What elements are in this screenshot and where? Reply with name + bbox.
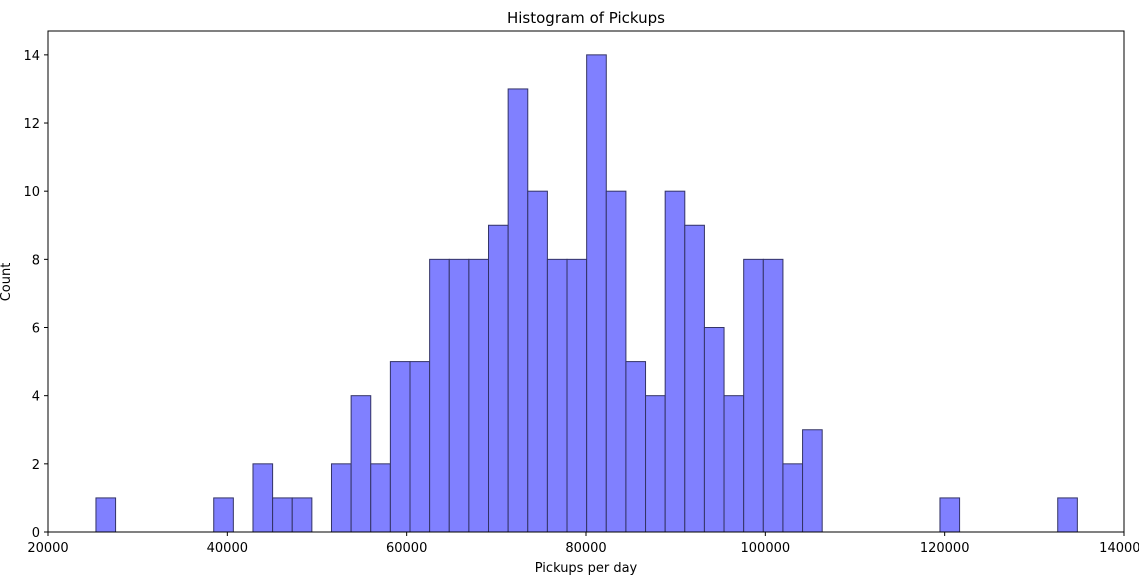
histogram-bar xyxy=(664,190,686,533)
histogram-bar xyxy=(743,258,764,533)
x-tick-label: 20000 xyxy=(27,541,68,556)
histogram-bar xyxy=(625,361,647,533)
histogram-bar xyxy=(762,258,784,533)
x-tick-label: 100000 xyxy=(741,541,791,556)
histogram-bar xyxy=(213,497,234,533)
histogram-bar xyxy=(802,429,823,533)
histogram-bar xyxy=(429,258,450,533)
histogram-bar xyxy=(703,327,725,533)
histogram-bar xyxy=(409,361,431,533)
y-tick-label: 10 xyxy=(23,185,40,200)
histogram-bar xyxy=(939,497,961,533)
chart-title: Histogram of Pickups xyxy=(507,9,665,27)
y-tick-label: 12 xyxy=(23,117,40,132)
histogram-bar xyxy=(252,463,274,533)
x-tick-label: 60000 xyxy=(386,541,427,556)
histogram-bar xyxy=(389,361,411,533)
x-tick-label: 40000 xyxy=(207,541,248,556)
histogram-bar xyxy=(566,258,588,533)
y-tick-label: 6 xyxy=(32,322,40,337)
histogram-bar xyxy=(1057,497,1078,533)
y-tick-label: 8 xyxy=(32,253,40,268)
histogram-bar xyxy=(468,258,490,533)
x-tick-label: 80000 xyxy=(565,541,606,556)
histogram-bar xyxy=(605,190,627,533)
histogram-bar xyxy=(272,497,293,533)
y-axis: 0 2 4 6 8 10 12 14 xyxy=(23,49,48,541)
histogram-bar xyxy=(291,497,313,533)
histogram-bar xyxy=(330,463,352,533)
x-tick-label: 120000 xyxy=(920,541,970,556)
histogram-bar xyxy=(95,497,117,533)
histogram-bar xyxy=(507,88,529,533)
bars-layer xyxy=(95,54,1078,533)
histogram-bar xyxy=(546,258,568,533)
y-axis-title: Count xyxy=(0,263,14,302)
histogram-bar xyxy=(782,463,804,533)
y-tick-label: 14 xyxy=(23,49,40,64)
y-tick-label: 4 xyxy=(32,390,40,405)
y-tick-label: 0 xyxy=(32,526,40,541)
histogram-bar xyxy=(488,224,509,533)
histogram-bar xyxy=(586,54,607,533)
y-tick-label: 2 xyxy=(32,458,40,473)
histogram-bar xyxy=(350,395,372,533)
histogram-bar xyxy=(684,224,705,533)
histogram-bar xyxy=(723,395,745,533)
histogram-bar xyxy=(370,463,391,533)
x-axis-title: Pickups per day xyxy=(535,561,638,576)
histogram-bar xyxy=(527,190,548,533)
histogram-bar xyxy=(645,395,666,533)
histogram-bar xyxy=(448,258,470,533)
